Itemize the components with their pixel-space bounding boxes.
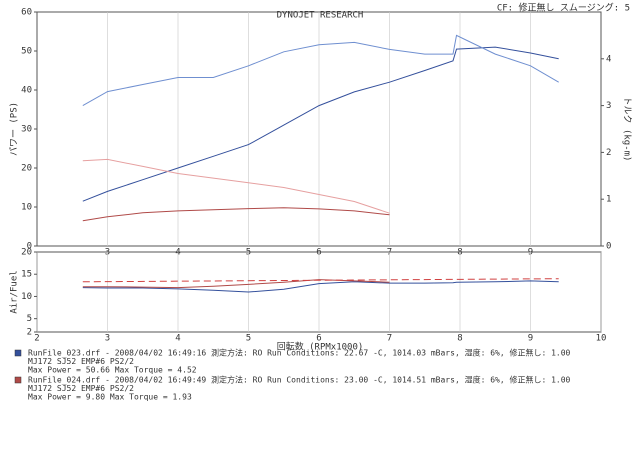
run-entry: RunFile_024.drf - 2008/04/02 16:49:49 測定… [14, 375, 571, 402]
x-tick-label: 2 [34, 334, 39, 344]
run-text: RunFile_024.drf - 2008/04/02 16:49:49 測定… [28, 375, 571, 385]
y2-axis-label: トルク (kg-m) [622, 97, 633, 162]
y2-tick-label: 2 [606, 148, 611, 158]
y2-tick-label: 1 [606, 195, 611, 205]
x-tick-label: 4 [175, 334, 180, 344]
x-tick-label: 10 [596, 334, 607, 344]
y-tick-label: 15 [21, 270, 32, 280]
y2-tick-label: 3 [606, 101, 611, 111]
x-tick-label: 6 [316, 334, 321, 344]
chart-subtitle: CF: 修正無し スムージング: 5 [497, 2, 630, 14]
run-swatch [14, 376, 22, 384]
y-tick-label: 20 [21, 248, 32, 258]
x-tick-label: 5 [246, 334, 251, 344]
y-tick-label: 0 [27, 242, 32, 252]
chart-title: DYNOJET RESEARCH [277, 11, 364, 21]
run-text: Max Power = 9.80 Max Torque = 1.93 [28, 393, 192, 402]
y-tick-label: 2 [27, 328, 32, 338]
data-line [82, 280, 559, 293]
y2-tick-label: 0 [606, 242, 611, 252]
y-tick-label: 5 [27, 314, 32, 324]
data-line [82, 46, 559, 202]
y-tick-label: 40 [21, 86, 32, 96]
y2-tick-label: 4 [606, 54, 611, 64]
run-text: RunFile_023.drf - 2008/04/02 16:49:16 測定… [28, 348, 571, 358]
x-axis-label: 回転数 (RPMx1000) [277, 341, 364, 353]
run-text: Max Power = 50.66 Max Torque = 4.52 [28, 366, 197, 375]
data-line [82, 158, 390, 214]
data-line [82, 278, 559, 283]
run-text: MJ172 SJ52 EMP#6 PS2/2 [28, 357, 134, 366]
y-tick-label: 30 [21, 125, 32, 135]
x-tick-label: 9 [528, 334, 533, 344]
y-axis-label: パワー (PS) [9, 102, 20, 156]
data-line [82, 207, 390, 222]
y-tick-label: 20 [21, 164, 32, 174]
x-tick-label: 7 [387, 334, 392, 344]
data-line [82, 279, 390, 289]
y-tick-label: 50 [21, 47, 32, 57]
data-line [82, 34, 559, 107]
x-tick-label: 8 [457, 334, 462, 344]
y-tick-label: 10 [21, 292, 32, 302]
y-tick-label: 60 [21, 8, 32, 18]
y-axis-label: Air/Fuel [10, 270, 20, 313]
run-swatch [14, 349, 22, 357]
y-tick-label: 10 [21, 203, 32, 213]
run-text: MJ172 SJ52 EMP#6 PS2/2 [28, 384, 134, 393]
run-entry: RunFile_023.drf - 2008/04/02 16:49:16 測定… [14, 348, 571, 375]
x-tick-label: 3 [105, 334, 110, 344]
